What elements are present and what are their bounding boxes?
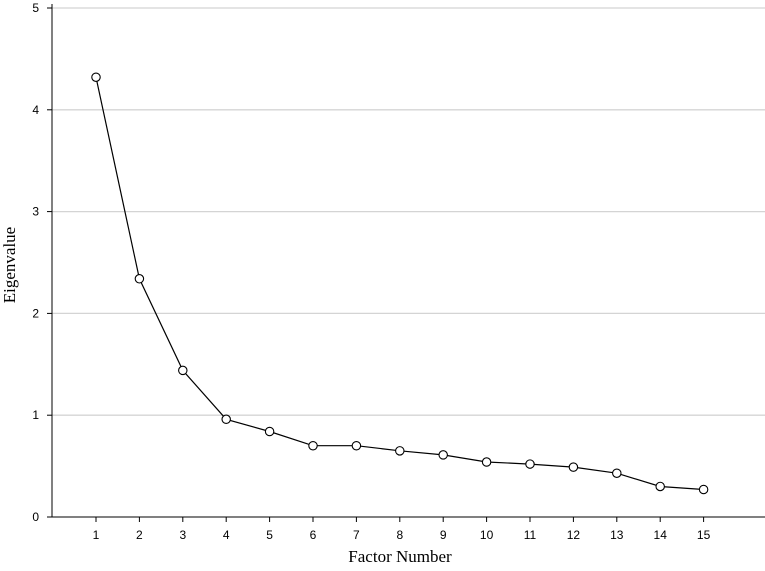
data-point-8: [395, 446, 405, 456]
data-point-6: [308, 440, 318, 451]
y-axis-title: Eigenvalue: [0, 227, 19, 303]
y-tick-label: 4: [32, 103, 39, 117]
x-tick-label: 8: [396, 528, 403, 542]
data-point-2: [134, 274, 145, 284]
x-tick-label: 15: [697, 528, 711, 542]
axes: [47, 4, 765, 522]
data-point-5: [264, 426, 275, 437]
x-tick-label: 13: [610, 528, 624, 542]
series-eigenvalues: [91, 72, 709, 495]
y-tick-label: 1: [32, 408, 39, 422]
x-tick-label: 3: [179, 528, 186, 542]
x-tick-label: 12: [567, 528, 581, 542]
data-point-7: [351, 440, 362, 451]
x-tick-label: 2: [136, 528, 143, 542]
x-tick-label: 9: [440, 528, 447, 542]
y-tick-label: 3: [32, 205, 39, 219]
x-tick-label: 10: [480, 528, 494, 542]
y-tick-label: 5: [32, 1, 39, 15]
data-point-14: [655, 481, 665, 492]
x-tick-label: 5: [266, 528, 273, 542]
data-point-11: [525, 459, 535, 469]
data-point-12: [568, 462, 579, 472]
x-tick-label: 14: [654, 528, 668, 542]
gridlines: [52, 7, 765, 416]
data-point-1: [91, 72, 101, 82]
data-point-3: [178, 365, 188, 376]
series-line: [95, 77, 704, 491]
data-point-15: [698, 484, 709, 495]
y-tick-label: 2: [32, 306, 39, 320]
y-tick-label: 0: [32, 510, 39, 524]
data-point-13: [612, 468, 622, 478]
data-point-4: [221, 414, 231, 425]
x-tick-label: 4: [223, 528, 230, 542]
x-axis-title: Factor Number: [348, 547, 452, 566]
x-tick-label: 11: [524, 528, 537, 542]
data-point-10: [481, 457, 492, 467]
x-tick-label: 6: [310, 528, 317, 542]
data-point-9: [438, 450, 448, 460]
x-tick-label: 1: [93, 528, 100, 542]
x-tick-label: 7: [353, 528, 360, 542]
